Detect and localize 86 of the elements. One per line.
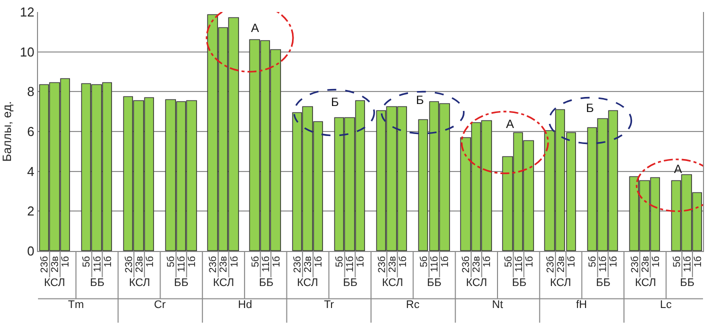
x-tick-label: 1б	[608, 256, 620, 268]
text: КСЛ	[297, 277, 318, 289]
y-tick-label: 8	[27, 84, 34, 100]
x-tick-label: 11б	[176, 256, 188, 272]
text: ББ	[90, 277, 104, 289]
x-tick-label: 1б	[440, 256, 452, 268]
x-tick-label: 1б	[566, 256, 578, 268]
x-tick-label: 1б	[102, 256, 114, 268]
x-tick-label: 5б	[250, 256, 262, 268]
x-tick-label: 23б	[545, 256, 556, 273]
text: ББ	[343, 277, 358, 289]
text: Rc	[406, 299, 420, 311]
y-tick-label: 12	[20, 4, 34, 20]
text: ББ	[259, 277, 274, 289]
text: fH	[576, 299, 588, 311]
text: КСЛ	[550, 277, 572, 289]
x-tick-label: 5б	[334, 256, 346, 268]
text: КСЛ	[466, 277, 488, 289]
text: КСЛ	[382, 277, 404, 289]
x-tick-label: 11б	[345, 256, 356, 272]
text: ББ	[174, 277, 188, 289]
x-tick-label: 23б	[461, 256, 472, 273]
x-tick-label: 23в	[303, 256, 314, 272]
text: Nt	[492, 299, 503, 311]
x-tick-label: 23в	[134, 256, 146, 272]
x-tick-label: 23в	[640, 256, 652, 272]
x-tick-label: 1б	[187, 256, 198, 268]
y-tick-label: 4	[27, 164, 34, 179]
x-tick-label: 5б	[166, 256, 178, 268]
x-tick-label: 1б	[229, 256, 240, 268]
text: КСЛ	[213, 277, 234, 289]
x-tick-label: 1б	[482, 256, 494, 268]
x-tick-label: 23в	[556, 256, 567, 272]
x-tick-label: 11б	[514, 256, 525, 272]
annotation: А	[251, 21, 260, 35]
x-tick-label: 5б	[672, 256, 683, 268]
text: ББ	[512, 277, 526, 289]
x-tick-label: 23б	[292, 256, 304, 273]
x-tick-label: 11б	[430, 256, 441, 272]
x-tick-label: 23б	[630, 256, 641, 273]
x-tick-label: 5б	[588, 256, 599, 268]
x-tick-label: 23в	[218, 256, 230, 272]
x-tick-label: 11б	[682, 256, 694, 272]
text: ББ	[680, 277, 694, 289]
x-tick-label: 1б	[271, 256, 282, 268]
text: Tr	[324, 299, 334, 311]
text: КСЛ	[44, 277, 66, 289]
x-tick-label: 23б	[208, 256, 220, 273]
y-tick-label: 2	[27, 204, 34, 219]
x-tick-label: 23б	[40, 256, 51, 273]
x-tick-label: 23в	[50, 256, 62, 272]
x-tick-label: 11б	[92, 256, 104, 272]
x-tick-label: 5б	[82, 256, 93, 268]
x-tick-label: 23б	[124, 256, 135, 273]
x-tick-label: 1б	[650, 256, 662, 268]
x-tick-label: 23б	[376, 256, 388, 273]
text: Cr	[154, 299, 166, 311]
x-tick-label: 1б	[144, 256, 156, 268]
x-tick-label: 1б	[356, 256, 367, 268]
y-axis-title: Баллы, ед.	[0, 101, 14, 162]
x-tick-label: 1б	[314, 256, 325, 268]
text: ББ	[427, 277, 442, 289]
x-tick-label: 5б	[503, 256, 514, 268]
x-tick-label: 23в	[472, 256, 483, 272]
text: Lc	[660, 299, 672, 311]
x-tick-label: 5б	[418, 256, 430, 268]
x-tick-label: 1б	[60, 256, 72, 268]
text: КСЛ	[129, 277, 150, 289]
annotation: А	[506, 117, 514, 131]
annotation: Б	[416, 93, 424, 107]
x-tick-label: 1б	[692, 256, 704, 268]
annotation: А	[674, 162, 682, 176]
x-tick-label: 11б	[260, 256, 272, 272]
y-tick-label: 6	[27, 124, 34, 140]
annotation: Б	[331, 95, 339, 109]
x-tick-label: 11б	[598, 256, 610, 272]
text: Tm	[68, 299, 84, 311]
x-tick-label: 1б	[524, 256, 536, 268]
text: ББ	[596, 277, 610, 289]
x-tick-label: 1б	[398, 256, 409, 268]
text: КСЛ	[635, 277, 656, 289]
x-tick-label: 23в	[387, 256, 398, 272]
text: Hd	[238, 299, 252, 311]
y-tick-label: 10	[20, 44, 34, 60]
y-tick-label: 0	[27, 244, 34, 259]
annotation: Б	[586, 101, 594, 115]
